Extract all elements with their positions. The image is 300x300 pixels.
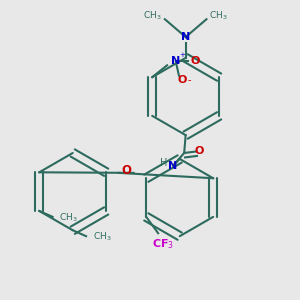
Text: CH$_3$: CH$_3$	[143, 10, 162, 22]
Text: +: +	[179, 52, 185, 58]
Text: O: O	[190, 56, 200, 66]
Text: O: O	[121, 164, 131, 177]
Text: N: N	[171, 56, 181, 66]
Text: N: N	[181, 32, 190, 42]
Text: O: O	[177, 75, 187, 85]
Text: -: -	[188, 75, 191, 85]
Text: CH$_3$: CH$_3$	[59, 211, 78, 224]
Text: O: O	[194, 146, 204, 157]
Text: N: N	[168, 161, 177, 171]
Text: CH$_3$: CH$_3$	[93, 230, 112, 243]
Text: CH$_3$: CH$_3$	[209, 10, 228, 22]
Text: H: H	[160, 158, 167, 168]
Text: CF$_3$: CF$_3$	[152, 237, 174, 250]
